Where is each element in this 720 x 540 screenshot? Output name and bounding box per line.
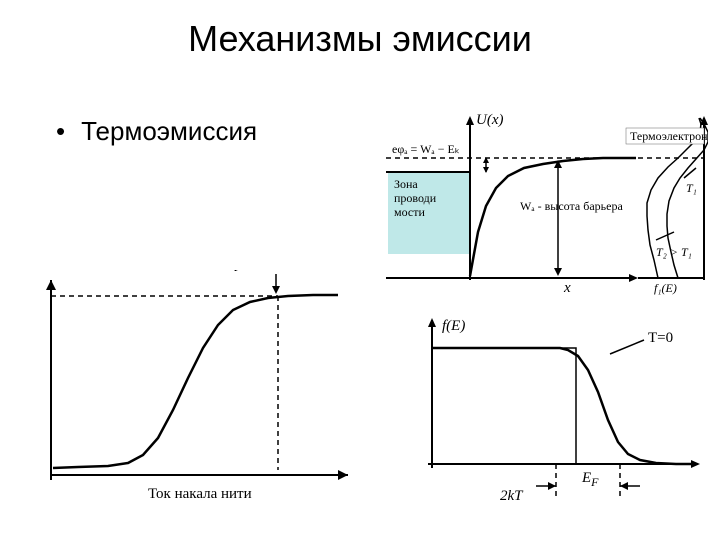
u-x-label: U(x) — [476, 112, 503, 128]
bullet-thermoemission: Термоэмиссия — [56, 116, 257, 147]
t2-label: T₂ > T₁ — [656, 245, 692, 259]
x-axis-label: x — [563, 280, 571, 296]
figure-fermi-dirac: f(E) T=0 EF 2kT — [408, 308, 708, 496]
zone-label-2: проводи — [394, 191, 437, 205]
zone-label-1: Зона — [394, 177, 418, 191]
work-function-label: eφₐ = Wₐ − Eₖ — [392, 142, 460, 156]
f-e-label: f(E) — [442, 318, 465, 334]
zone-label-3: мости — [394, 205, 425, 219]
emission-annotation: Оптимальный режим — [140, 270, 276, 272]
t1-label: T₁ — [686, 181, 697, 195]
emission-xlabel: Ток накала нити — [148, 486, 252, 502]
two-kt-label: 2kT — [500, 488, 524, 504]
slide-title: Механизмы эмиссии — [0, 18, 720, 60]
thermoelectrons-label: Термоэлектроны — [630, 129, 708, 143]
t0-label: T=0 — [648, 330, 673, 346]
f1e-label: f₁(E) — [654, 281, 677, 295]
figure-emission-curve: Оптимальный режим Ток накала нити Ток эм… — [18, 270, 358, 510]
barrier-height-label: Wₐ - высота барьера — [520, 199, 623, 213]
ef-label: EF — [581, 470, 599, 489]
figure-potential-barrier: Зона проводи мости U(x) x eφₐ = Wₐ − Eₖ — [378, 110, 708, 296]
